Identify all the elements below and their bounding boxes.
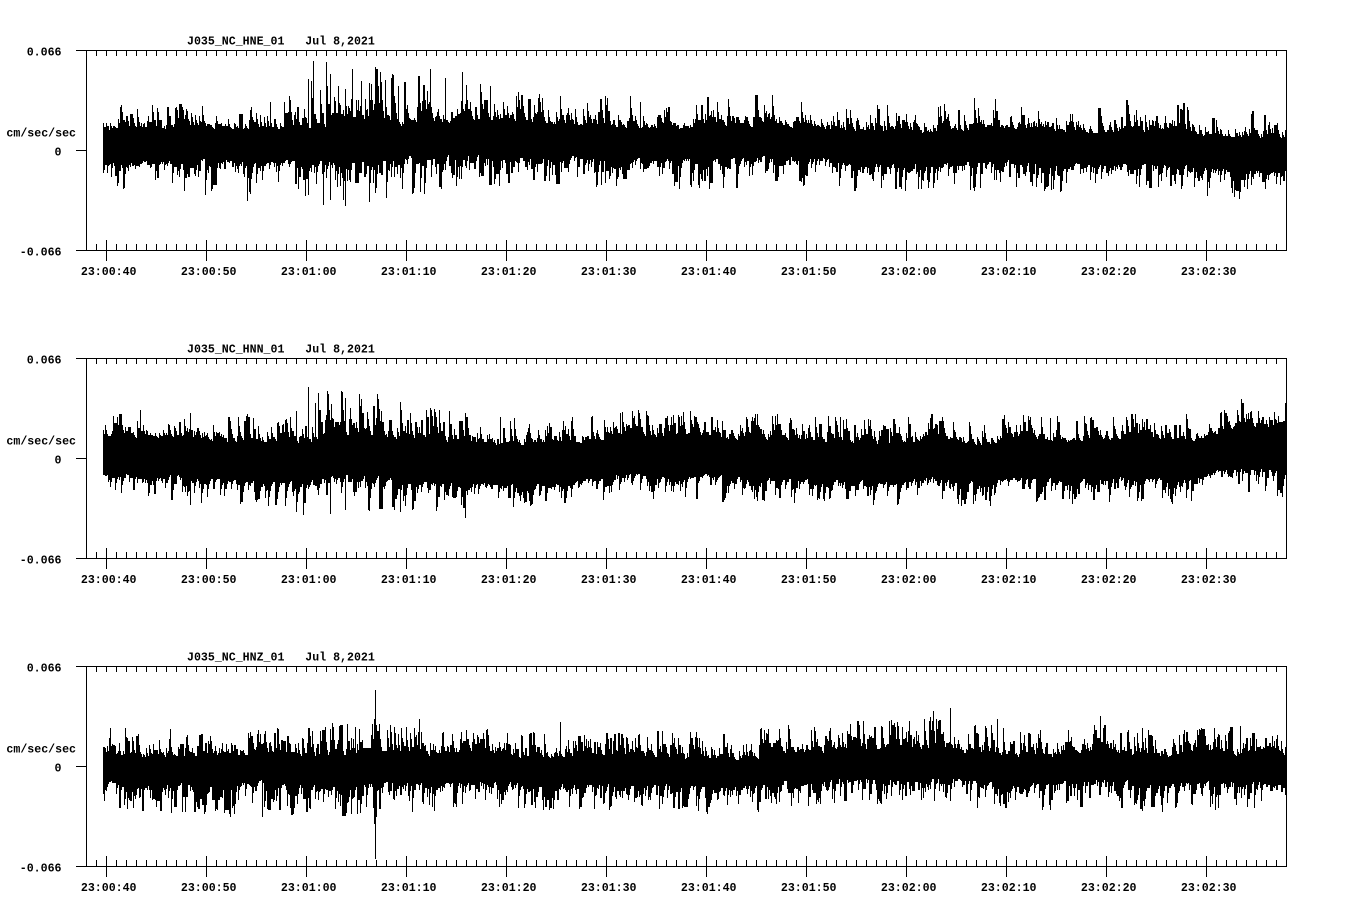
svg-text:23:01:50: 23:01:50 xyxy=(781,882,837,895)
svg-text:0: 0 xyxy=(55,147,62,160)
svg-text:23:01:20: 23:01:20 xyxy=(481,882,537,895)
svg-text:23:01:20: 23:01:20 xyxy=(481,266,537,279)
svg-text:23:02:10: 23:02:10 xyxy=(981,882,1037,895)
svg-text:23:02:30: 23:02:30 xyxy=(1181,266,1237,279)
svg-text:23:01:30: 23:01:30 xyxy=(581,266,637,279)
svg-text:23:00:50: 23:00:50 xyxy=(181,882,237,895)
svg-text:0: 0 xyxy=(55,763,62,776)
svg-text:J035_NC_HNN_01 Jul 8,2021: J035_NC_HNN_01 Jul 8,2021 xyxy=(187,344,375,357)
svg-text:J035_NC_HNZ_01 Jul 8,2021: J035_NC_HNZ_01 Jul 8,2021 xyxy=(187,652,375,665)
svg-text:0: 0 xyxy=(55,455,62,468)
svg-text:23:01:50: 23:01:50 xyxy=(781,574,837,587)
svg-text:23:02:20: 23:02:20 xyxy=(1081,882,1137,895)
svg-text:23:01:10: 23:01:10 xyxy=(381,574,437,587)
svg-text:23:01:40: 23:01:40 xyxy=(681,882,737,895)
svg-text:23:01:00: 23:01:00 xyxy=(281,574,337,587)
svg-text:-0.066: -0.066 xyxy=(20,555,62,568)
svg-text:23:00:40: 23:00:40 xyxy=(81,266,137,279)
svg-text:23:01:10: 23:01:10 xyxy=(381,882,437,895)
svg-text:-0.066: -0.066 xyxy=(20,863,62,876)
svg-text:0.066: 0.066 xyxy=(27,355,62,368)
svg-text:23:01:10: 23:01:10 xyxy=(381,266,437,279)
svg-text:23:01:00: 23:01:00 xyxy=(281,266,337,279)
svg-text:cm/sec/sec: cm/sec/sec xyxy=(6,744,76,757)
svg-text:0.066: 0.066 xyxy=(27,663,62,676)
svg-text:cm/sec/sec: cm/sec/sec xyxy=(6,128,76,141)
svg-text:23:01:30: 23:01:30 xyxy=(581,882,637,895)
svg-text:23:02:30: 23:02:30 xyxy=(1181,882,1237,895)
svg-text:23:02:10: 23:02:10 xyxy=(981,266,1037,279)
svg-text:23:02:00: 23:02:00 xyxy=(881,574,937,587)
svg-text:23:01:20: 23:01:20 xyxy=(481,574,537,587)
svg-text:23:02:10: 23:02:10 xyxy=(981,574,1037,587)
svg-text:23:02:00: 23:02:00 xyxy=(881,266,937,279)
svg-text:23:01:30: 23:01:30 xyxy=(581,574,637,587)
svg-text:23:01:40: 23:01:40 xyxy=(681,574,737,587)
svg-text:23:00:40: 23:00:40 xyxy=(81,574,137,587)
svg-text:-0.066: -0.066 xyxy=(20,247,62,260)
svg-text:23:02:20: 23:02:20 xyxy=(1081,574,1137,587)
svg-text:23:02:00: 23:02:00 xyxy=(881,882,937,895)
svg-text:J035_NC_HNE_01 Jul 8,2021: J035_NC_HNE_01 Jul 8,2021 xyxy=(187,36,375,49)
svg-text:23:02:20: 23:02:20 xyxy=(1081,266,1137,279)
svg-text:23:00:50: 23:00:50 xyxy=(181,266,237,279)
svg-text:0.066: 0.066 xyxy=(27,47,62,60)
svg-text:23:01:50: 23:01:50 xyxy=(781,266,837,279)
svg-text:23:00:50: 23:00:50 xyxy=(181,574,237,587)
svg-text:23:01:00: 23:01:00 xyxy=(281,882,337,895)
svg-text:23:00:40: 23:00:40 xyxy=(81,882,137,895)
svg-text:cm/sec/sec: cm/sec/sec xyxy=(6,436,76,449)
svg-text:23:01:40: 23:01:40 xyxy=(681,266,737,279)
svg-text:23:02:30: 23:02:30 xyxy=(1181,574,1237,587)
